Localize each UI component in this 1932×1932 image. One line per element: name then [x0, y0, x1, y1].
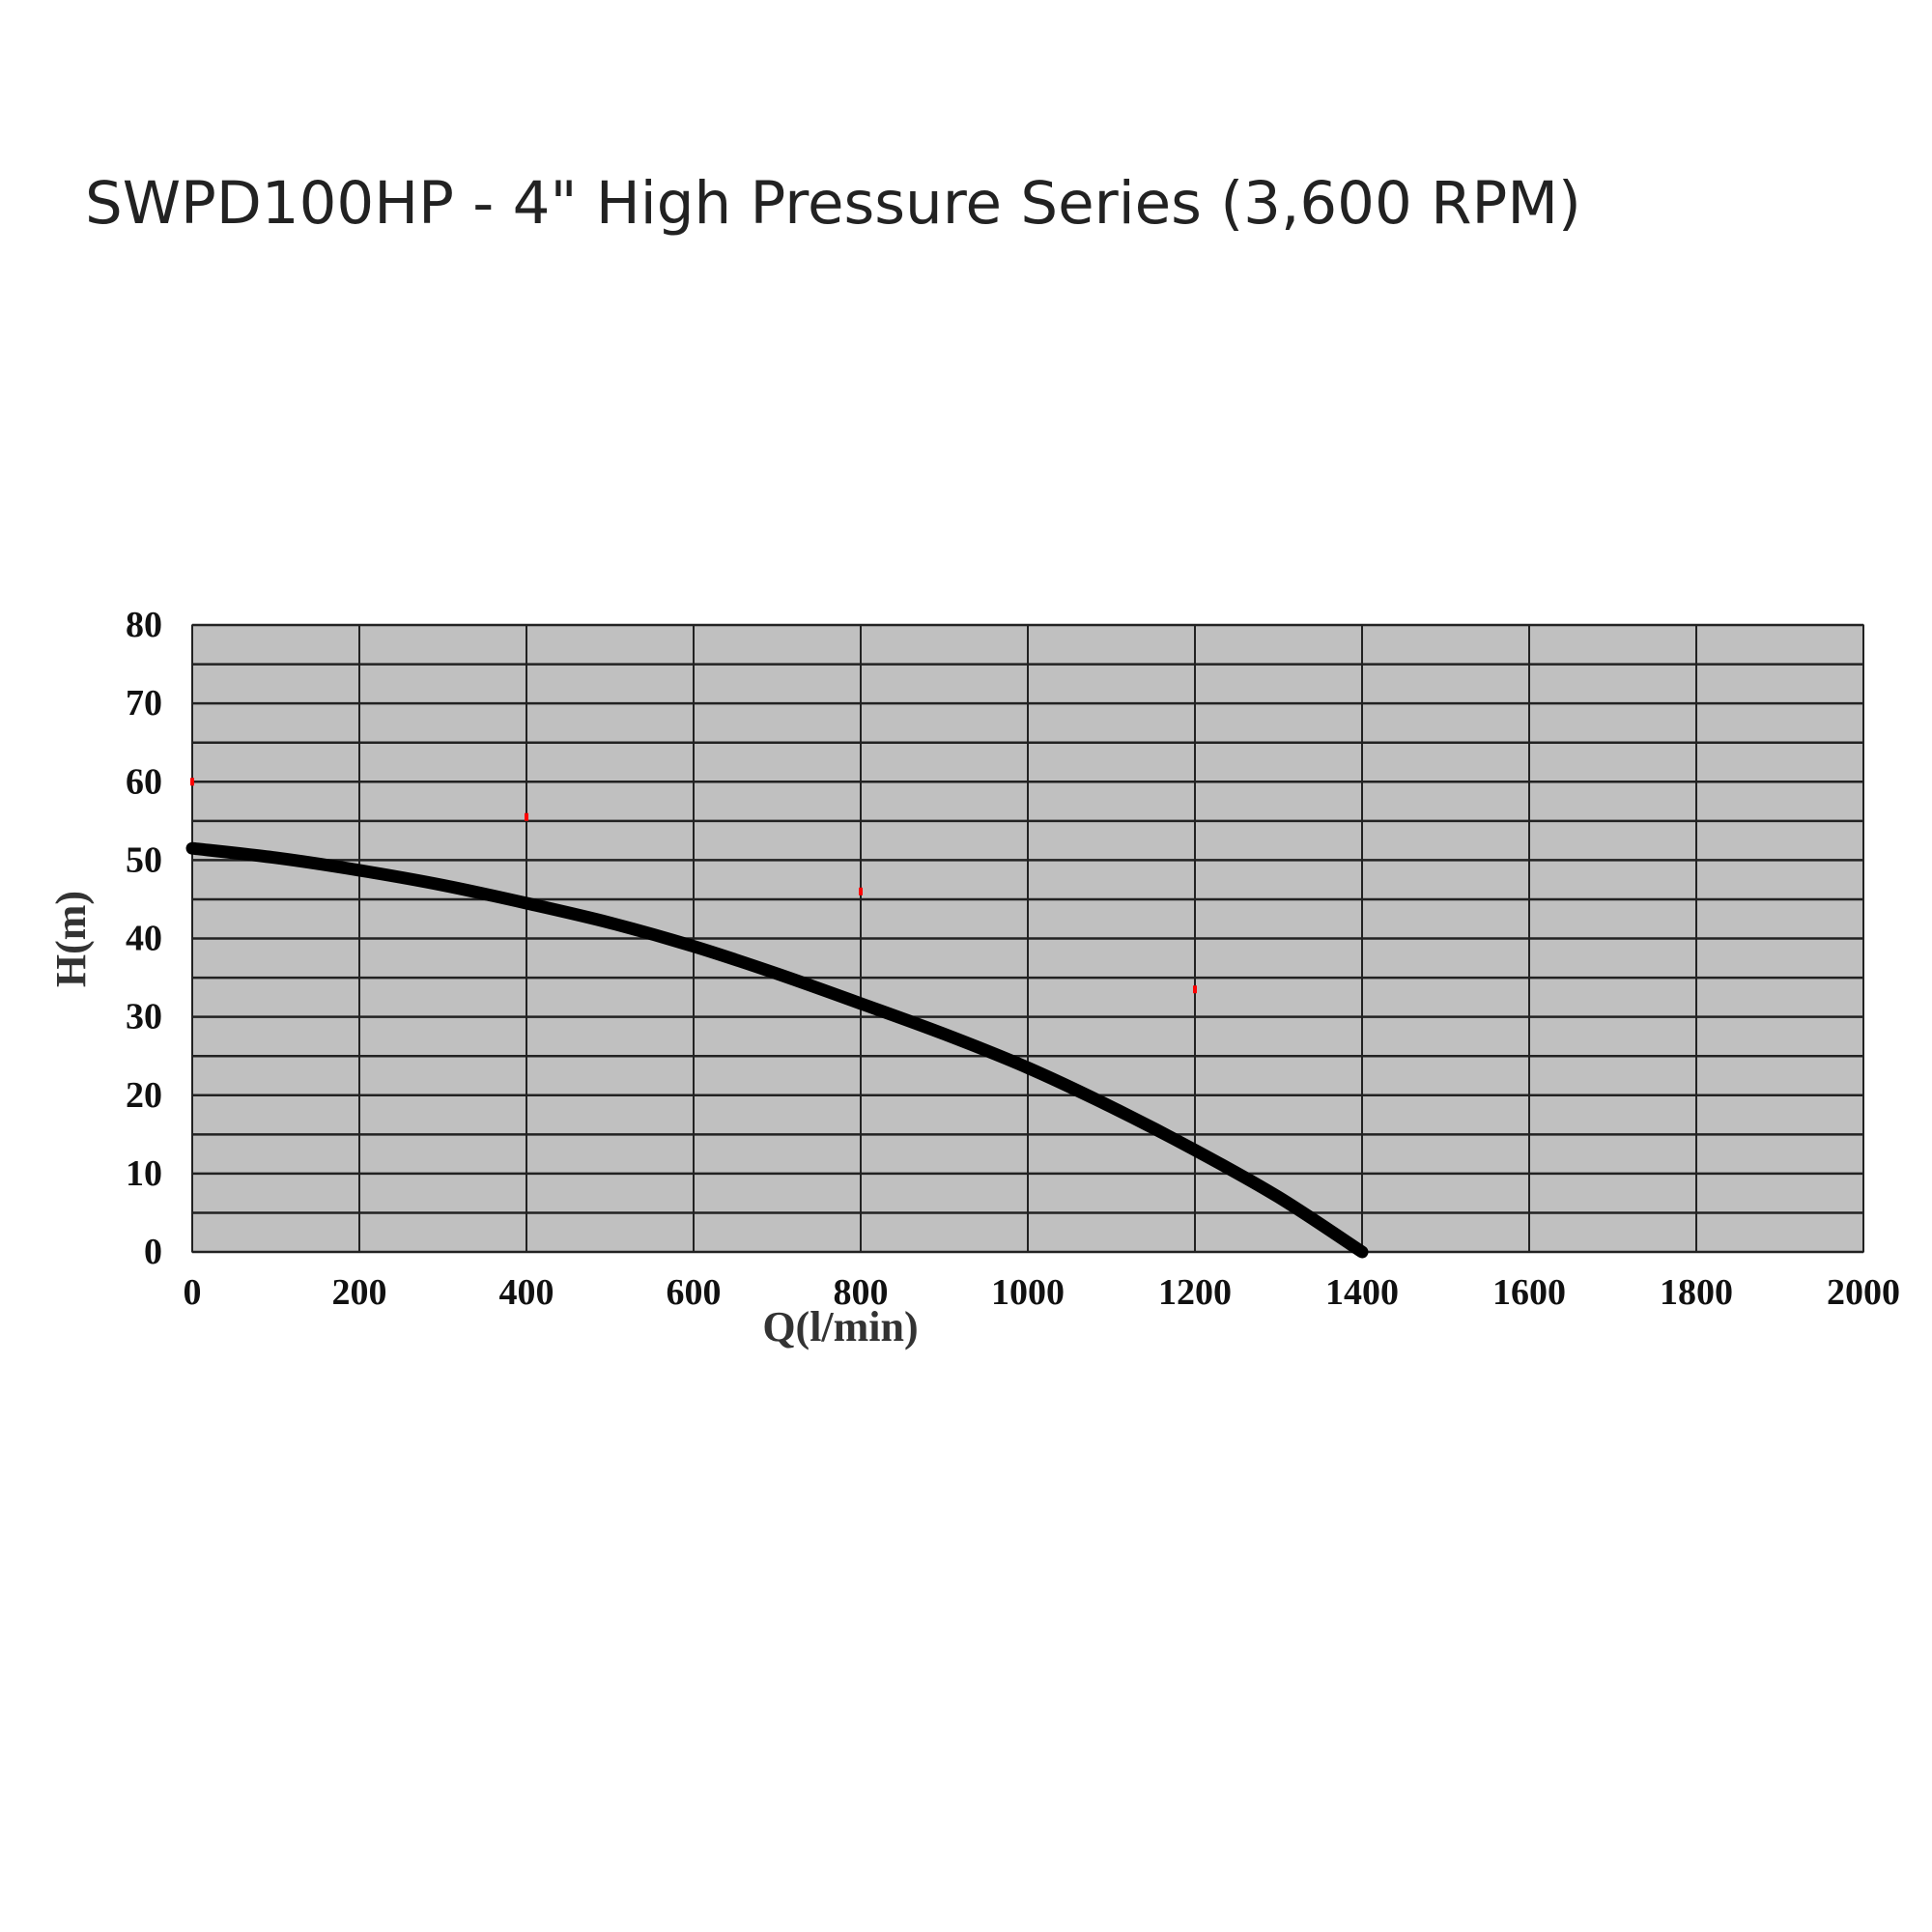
red-marker	[190, 778, 194, 786]
x-axis-label: Q(l/min)	[762, 1303, 918, 1350]
red-marker	[1193, 985, 1197, 994]
x-tick-label: 1400	[1325, 1272, 1399, 1313]
x-tick-label: 1600	[1492, 1272, 1566, 1313]
y-tick-label: 70	[126, 683, 162, 724]
x-tick-label: 400	[499, 1272, 554, 1313]
x-tick-label: 2000	[1827, 1272, 1900, 1313]
red-marker	[859, 887, 863, 895]
y-tick-label: 60	[126, 761, 162, 802]
y-tick-label: 50	[126, 839, 162, 880]
x-tick-label: 1200	[1158, 1272, 1232, 1313]
head-curve-line	[185, 841, 1369, 1259]
x-tick-label: 600	[667, 1272, 722, 1313]
y-tick-label: 80	[126, 605, 162, 645]
y-tick-label: 30	[126, 997, 162, 1037]
red-marker	[525, 812, 528, 821]
x-tick-label: 200	[332, 1272, 387, 1313]
y-axis-label: H(m)	[47, 891, 95, 987]
x-tick-label: 800	[834, 1272, 889, 1313]
x-tick-label: 0	[184, 1272, 202, 1313]
y-tick-label: 0	[144, 1232, 162, 1272]
y-tick-label: 10	[126, 1153, 162, 1194]
chart-title: SWPD100HP - 4" High Pressure Series (3,6…	[85, 169, 1581, 238]
x-tick-label: 1000	[991, 1272, 1065, 1313]
y-tick-label: 40	[126, 919, 162, 959]
x-tick-label: 1800	[1660, 1272, 1733, 1313]
y-tick-label: 20	[126, 1075, 162, 1116]
